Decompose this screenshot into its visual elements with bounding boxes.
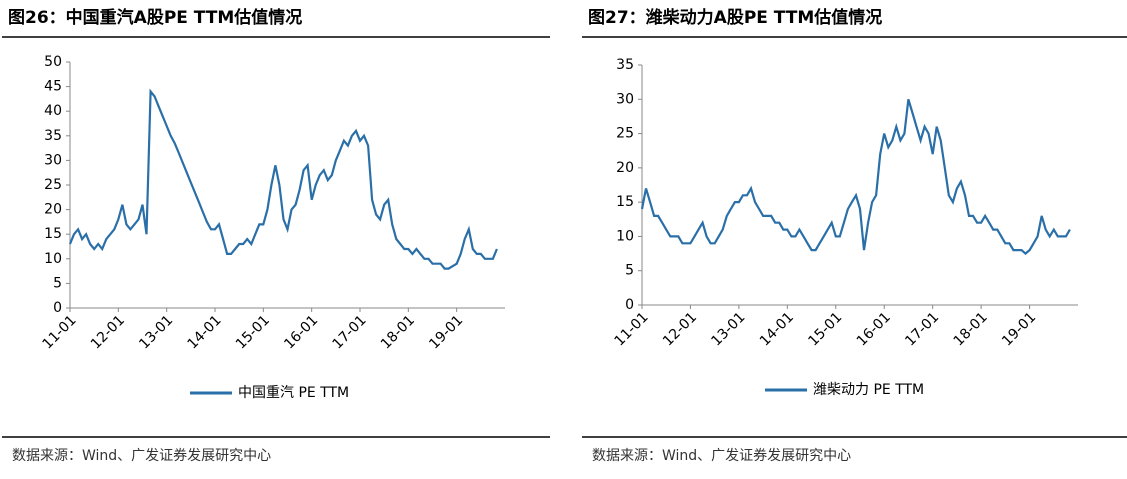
- x-tick-label: 15-01: [805, 309, 845, 349]
- y-tick-label: 45: [44, 79, 62, 95]
- y-tick-label: 5: [625, 263, 634, 279]
- source: 数据来源：Wind、广发证券发展研究中心: [592, 448, 851, 464]
- y-tick-label: 15: [616, 194, 634, 210]
- legend-label: 中国重汽 PE TTM: [238, 385, 349, 401]
- y-tick-label: 10: [44, 251, 62, 267]
- x-tick-label: 15-01: [233, 312, 273, 352]
- data-line: [68, 88, 498, 270]
- y-tick-label: 30: [44, 152, 62, 168]
- x-tick-label: 11-01: [40, 312, 80, 352]
- y-tick-label: 0: [53, 300, 62, 316]
- x-tick-label: 16-01: [854, 309, 894, 349]
- x-tick-label: 12-01: [88, 312, 128, 352]
- y-tick-label: 40: [44, 103, 62, 119]
- y-tick-label: 15: [44, 226, 62, 242]
- x-tick-label: 18-01: [951, 309, 991, 349]
- x-tick-label: 19-01: [426, 312, 466, 352]
- y-tick-label: 0: [625, 297, 634, 313]
- x-tick-label: 13-01: [136, 312, 176, 352]
- x-tick-label: 13-01: [708, 309, 748, 349]
- x-tick-label: 17-01: [330, 312, 370, 352]
- y-tick-label: 20: [616, 160, 634, 176]
- y-tick-label: 25: [616, 126, 634, 142]
- y-tick-label: 25: [44, 177, 62, 193]
- x-tick-label: 17-01: [902, 309, 942, 349]
- legend-label: 潍柴动力 PE TTM: [813, 382, 924, 398]
- y-tick-label: 20: [44, 202, 62, 218]
- source: 数据来源：Wind、广发证券发展研究中心: [12, 448, 271, 464]
- x-tick-label: 16-01: [281, 312, 321, 352]
- y-tick-label: 35: [616, 57, 634, 73]
- x-tick-label: 14-01: [757, 309, 797, 349]
- x-tick-label: 19-01: [999, 309, 1039, 349]
- chart-title: 图26：中国重汽A股PE TTM估值情况: [8, 7, 302, 28]
- x-tick-label: 11-01: [612, 309, 652, 349]
- y-tick-label: 10: [616, 228, 634, 244]
- data-line: [640, 98, 1071, 256]
- y-tick-label: 30: [616, 91, 634, 107]
- x-tick-label: 12-01: [660, 309, 700, 349]
- y-tick-label: 5: [53, 275, 62, 291]
- y-tick-label: 35: [44, 128, 62, 144]
- x-tick-label: 14-01: [185, 312, 225, 352]
- chart-title: 图27：潍柴动力A股PE TTM估值情况: [588, 7, 882, 28]
- y-tick-label: 50: [44, 54, 62, 70]
- x-tick-label: 18-01: [378, 312, 418, 352]
